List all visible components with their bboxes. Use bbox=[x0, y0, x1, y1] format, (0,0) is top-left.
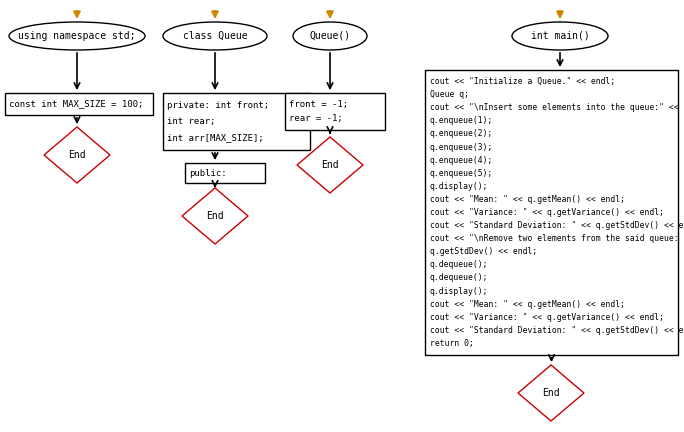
Polygon shape bbox=[44, 127, 110, 183]
Text: cout << "Mean: " << q.getMean() << endl;: cout << "Mean: " << q.getMean() << endl; bbox=[430, 300, 625, 309]
FancyBboxPatch shape bbox=[185, 163, 265, 183]
Text: class Queue: class Queue bbox=[183, 31, 248, 41]
Text: End: End bbox=[68, 150, 86, 160]
Text: cout << "Mean: " << q.getMean() << endl;: cout << "Mean: " << q.getMean() << endl; bbox=[430, 195, 625, 204]
Text: q.enqueue(4);: q.enqueue(4); bbox=[430, 156, 493, 165]
Text: const int MAX_SIZE = 100;: const int MAX_SIZE = 100; bbox=[9, 99, 144, 108]
Text: cout << "Variance: " << q.getVariance() << endl;: cout << "Variance: " << q.getVariance() … bbox=[430, 313, 664, 322]
Ellipse shape bbox=[163, 22, 267, 50]
Ellipse shape bbox=[512, 22, 608, 50]
Text: cout << "Variance: " << q.getVariance() << endl;: cout << "Variance: " << q.getVariance() … bbox=[430, 208, 664, 217]
Text: int main(): int main() bbox=[531, 31, 590, 41]
Text: End: End bbox=[542, 388, 560, 398]
Text: return 0;: return 0; bbox=[430, 339, 474, 348]
FancyBboxPatch shape bbox=[163, 93, 310, 150]
Text: Queue(): Queue() bbox=[309, 31, 351, 41]
Text: cout << "\nRemove two elements from the said queue: " <<: cout << "\nRemove two elements from the … bbox=[430, 234, 684, 243]
Text: rear = -1;: rear = -1; bbox=[289, 114, 343, 123]
Text: q.enqueue(1);: q.enqueue(1); bbox=[430, 116, 493, 125]
Text: front = -1;: front = -1; bbox=[289, 100, 348, 109]
Text: int rear;: int rear; bbox=[167, 117, 215, 126]
Text: private: int front;: private: int front; bbox=[167, 101, 269, 110]
FancyBboxPatch shape bbox=[285, 93, 385, 130]
Text: q.dequeue();: q.dequeue(); bbox=[430, 273, 488, 283]
Text: cout << "Standard Deviation: " << q.getStdDev() << endl;: cout << "Standard Deviation: " << q.getS… bbox=[430, 326, 684, 335]
Polygon shape bbox=[182, 188, 248, 244]
Text: q.enqueue(5);: q.enqueue(5); bbox=[430, 169, 493, 178]
Ellipse shape bbox=[293, 22, 367, 50]
Polygon shape bbox=[297, 137, 363, 193]
Text: q.enqueue(2);: q.enqueue(2); bbox=[430, 130, 493, 138]
FancyBboxPatch shape bbox=[5, 93, 153, 115]
Text: int arr[MAX_SIZE];: int arr[MAX_SIZE]; bbox=[167, 133, 264, 142]
Text: q.display();: q.display(); bbox=[430, 182, 488, 191]
Text: cout << "Initialize a Queue." << endl;: cout << "Initialize a Queue." << endl; bbox=[430, 77, 615, 86]
Text: cout << "\nInsert some elements into the queue:" << endl;: cout << "\nInsert some elements into the… bbox=[430, 103, 684, 112]
FancyBboxPatch shape bbox=[425, 70, 678, 355]
Text: End: End bbox=[321, 160, 339, 170]
Text: using namespace std;: using namespace std; bbox=[18, 31, 135, 41]
Polygon shape bbox=[518, 365, 584, 421]
Text: q.enqueue(3);: q.enqueue(3); bbox=[430, 143, 493, 152]
Text: Queue q;: Queue q; bbox=[430, 90, 469, 99]
Text: q.dequeue();: q.dequeue(); bbox=[430, 260, 488, 270]
Text: End: End bbox=[206, 211, 224, 221]
Text: public:: public: bbox=[189, 168, 226, 178]
Text: q.display();: q.display(); bbox=[430, 286, 488, 295]
Text: q.getStdDev() << endl;: q.getStdDev() << endl; bbox=[430, 247, 537, 256]
Ellipse shape bbox=[9, 22, 145, 50]
Text: cout << "Standard Deviation: " << q.getStdDev() << endl;: cout << "Standard Deviation: " << q.getS… bbox=[430, 221, 684, 230]
